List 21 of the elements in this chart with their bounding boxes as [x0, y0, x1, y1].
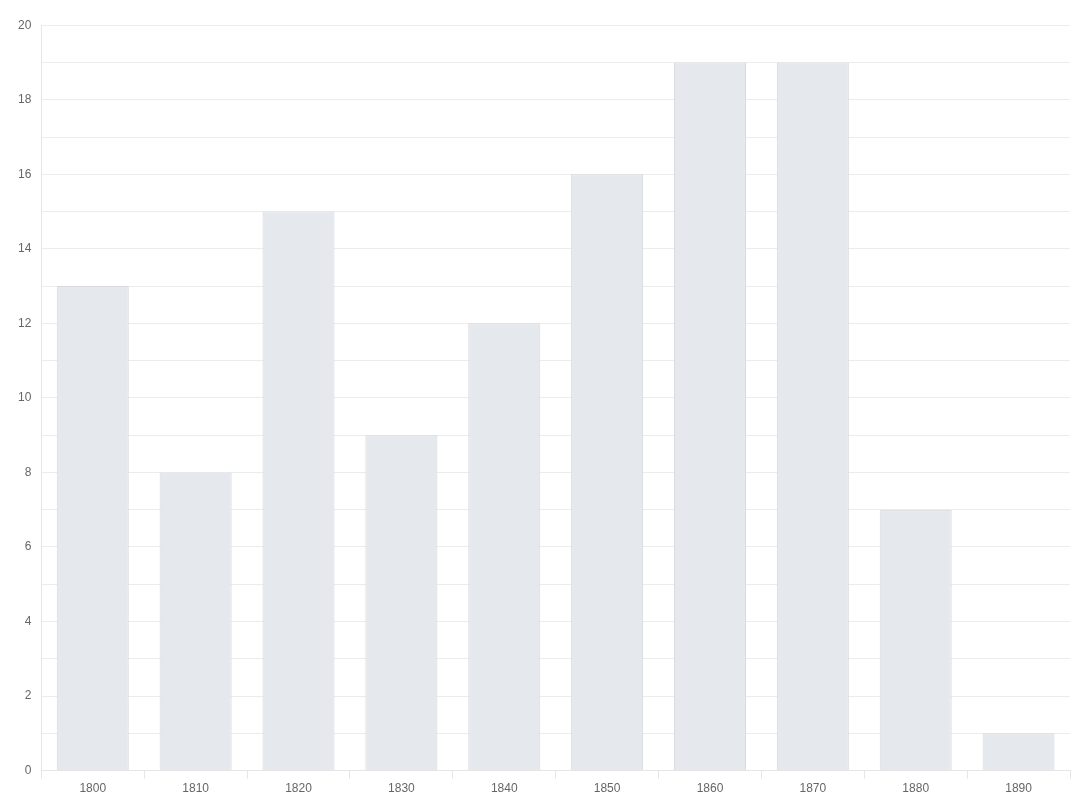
- y-tick-label: 2: [24, 688, 32, 703]
- x-tick-label: 1810: [182, 781, 210, 796]
- x-tick-label: 1890: [1005, 781, 1033, 796]
- x-tick-label: 1870: [799, 781, 827, 796]
- y-tick-label: 18: [17, 92, 32, 107]
- y-tick-label: 20: [17, 17, 32, 32]
- y-tick-label: 6: [24, 539, 32, 554]
- y-tick-label: 16: [17, 166, 32, 181]
- x-tick-label: 1830: [388, 781, 416, 796]
- y-tick-label: 4: [24, 613, 32, 628]
- y-tick-label: 14: [17, 241, 32, 256]
- x-tick-label: 1880: [902, 781, 930, 796]
- x-tick-label: 1820: [285, 781, 313, 796]
- y-tick-label: 10: [17, 390, 32, 405]
- y-tick-label: 8: [24, 464, 32, 479]
- x-tick-label: 1840: [490, 781, 518, 796]
- x-tick-label: 1860: [696, 781, 724, 796]
- y-tick-label: 0: [24, 762, 32, 777]
- x-tick-label: 1800: [79, 781, 107, 796]
- y-tick-label: 12: [17, 315, 32, 330]
- x-tick-label: 1850: [593, 781, 621, 796]
